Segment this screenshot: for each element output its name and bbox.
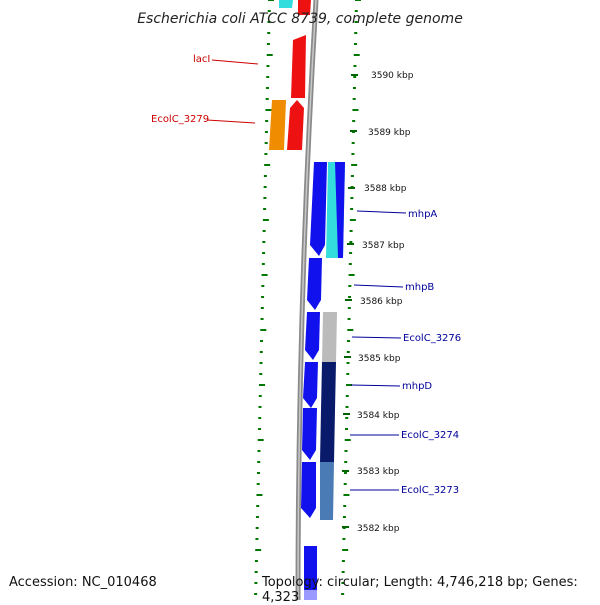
gene-label-ecolc-3279[interactable]: EcolC_3279 xyxy=(151,114,209,125)
gene-label-ecolc-3276[interactable]: EcolC_3276 xyxy=(403,333,461,344)
scale-label: 3582 kbp xyxy=(357,524,400,534)
gene-label-mhpa-group[interactable]: mhpA xyxy=(356,209,437,220)
map-title: Escherichia coli ATCC 8739, complete gen… xyxy=(137,11,463,27)
gene-label-laci[interactable]: lacI xyxy=(193,54,210,65)
scale-ticks xyxy=(342,74,358,528)
gene-label-mhpd-group[interactable]: mhpD xyxy=(350,381,432,392)
scale-label: 3587 kbp xyxy=(362,241,405,251)
inner-ring-dots xyxy=(341,0,361,595)
gene-ecolc-3279-orange[interactable] xyxy=(269,100,286,150)
scale-label: 3585 kbp xyxy=(358,354,401,364)
gene-mhpb[interactable] xyxy=(307,258,322,310)
gene-label-mhpb[interactable]: mhpB xyxy=(405,282,434,293)
gene-laci[interactable] xyxy=(291,35,306,98)
gene-mhpa-blue-edge[interactable] xyxy=(335,162,345,258)
gene-mhpd-navy[interactable] xyxy=(321,362,336,410)
gene-top-cyan[interactable] xyxy=(279,0,293,8)
gene-label-ecolc-3276-group[interactable]: EcolC_3276 xyxy=(351,333,461,344)
gene-label-ecolc-3274-group[interactable]: EcolC_3274 xyxy=(350,430,459,441)
gene-ecolc-3274-navy[interactable] xyxy=(320,410,335,462)
gene-label-mhpa[interactable]: mhpA xyxy=(408,209,437,220)
gene-label-ecolc-3274[interactable]: EcolC_3274 xyxy=(401,430,459,441)
scale-labels: 3590 kbp 3589 kbp 3588 kbp 3587 kbp 3586… xyxy=(357,71,414,534)
topology-text: Topology: circular; Length: 4,746,218 bp… xyxy=(262,575,578,605)
gene-bottom-fragment-light xyxy=(304,590,317,600)
gene-mhpd-blue[interactable] xyxy=(303,362,318,408)
scale-label: 3586 kbp xyxy=(360,297,403,307)
gene-ecolc-3276-blue[interactable] xyxy=(305,312,320,360)
gene-label-mhpd[interactable]: mhpD xyxy=(402,381,432,392)
scale-label: 3589 kbp xyxy=(368,128,411,138)
gene-label-ecolc-3273-group[interactable]: EcolC_3273 xyxy=(350,485,459,496)
gene-top-red-fragment[interactable] xyxy=(298,0,311,15)
gene-ecolc-3273-steel[interactable] xyxy=(320,462,334,520)
scale-label: 3590 kbp xyxy=(371,71,414,81)
gene-ecolc-3276-grey[interactable] xyxy=(322,312,337,362)
accession-text: Accession: NC_010468 xyxy=(9,575,157,590)
gene-label-ecolc-3273[interactable]: EcolC_3273 xyxy=(401,485,459,496)
scale-label: 3588 kbp xyxy=(364,184,407,194)
outer-ring-dots xyxy=(254,0,274,595)
gene-ecolc-3274-blue[interactable] xyxy=(302,408,317,460)
genome-backbone-highlight xyxy=(297,0,317,600)
gene-ecolc-3273-blue[interactable] xyxy=(301,462,316,518)
gene-label-mhpb-group[interactable]: mhpB xyxy=(353,282,434,293)
gene-mhpa-blue[interactable] xyxy=(310,162,327,256)
scale-label: 3583 kbp xyxy=(357,467,400,477)
gene-ecolc-3279-red[interactable] xyxy=(287,100,304,150)
gene-label-laci-group[interactable]: lacI xyxy=(193,54,259,65)
scale-label: 3584 kbp xyxy=(357,411,400,421)
gene-label-ecolc-3279-group[interactable]: EcolC_3279 xyxy=(151,114,256,125)
gene-bottom-fragment[interactable] xyxy=(304,546,317,600)
